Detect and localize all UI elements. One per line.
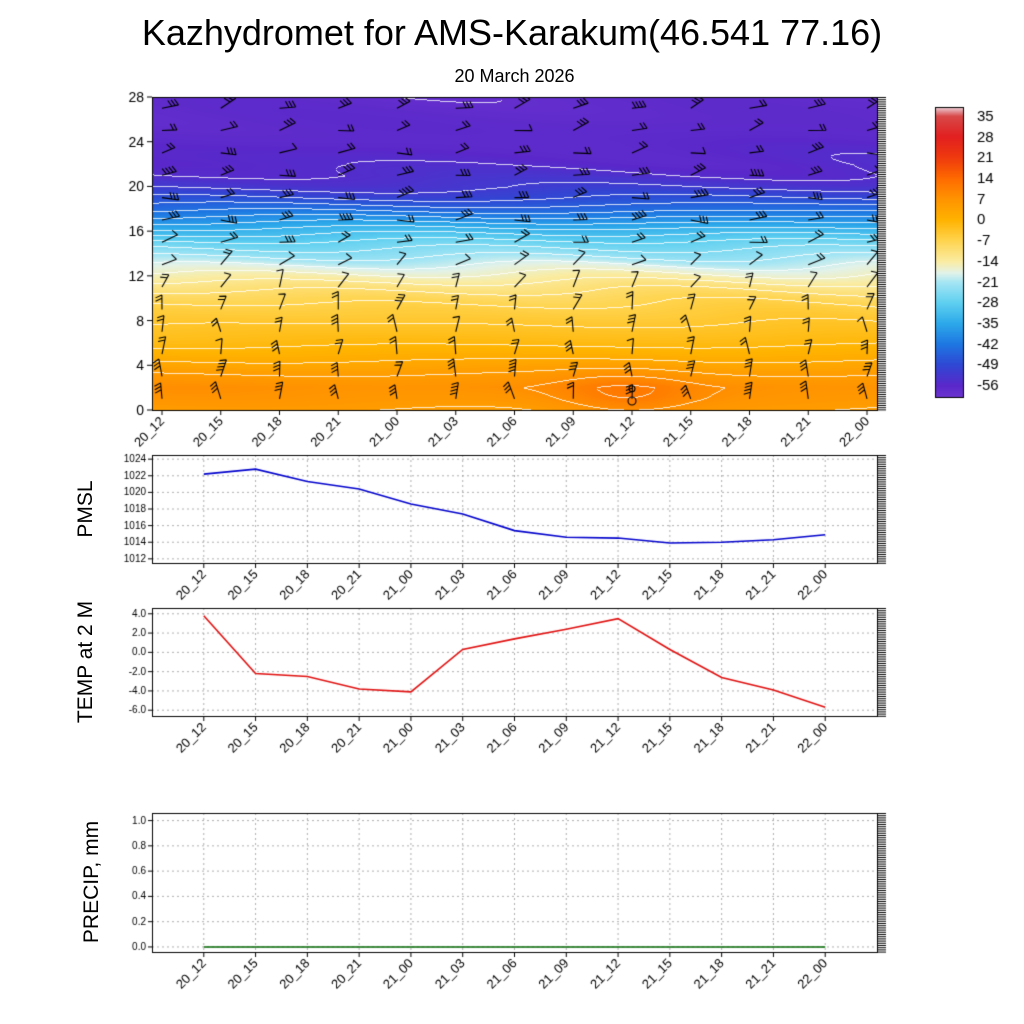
page-title: Kazhydromet for AMS-Karakum(46.541 77.16… [141, 12, 883, 53]
temp-2m-chart [100, 600, 910, 768]
temperature-colorbar [918, 95, 1024, 415]
temp-axis-label: TEMP at 2 M [74, 600, 97, 724]
precip-chart [100, 805, 910, 1020]
pmsl-axis-label: PMSL [74, 480, 97, 538]
cross-section-chart [120, 88, 920, 460]
date-subtitle: 20 March 2026 [454, 66, 575, 86]
pmsl-chart [100, 448, 910, 610]
